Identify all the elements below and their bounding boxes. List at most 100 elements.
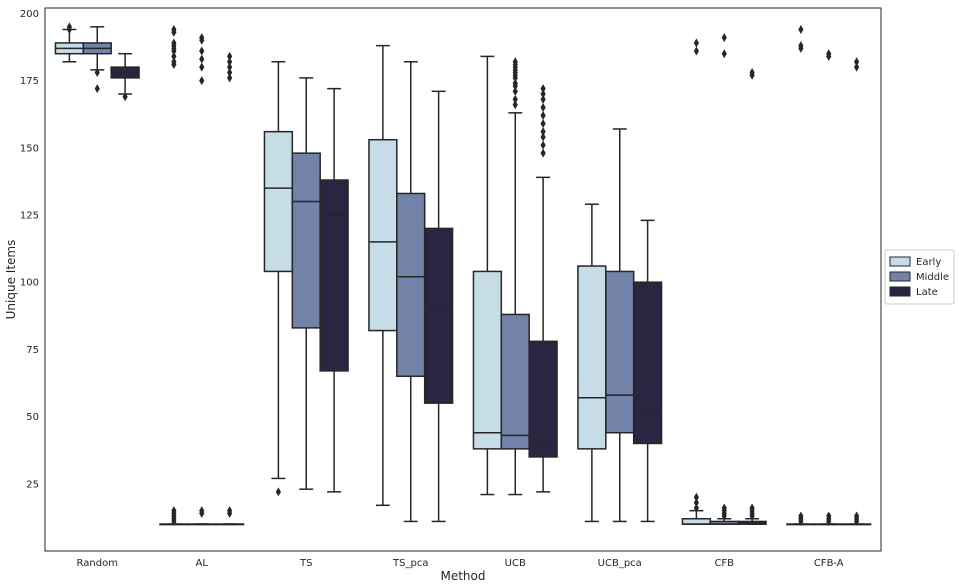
- x-tick-label: CFB: [714, 558, 734, 569]
- outlier-point: [540, 119, 546, 129]
- box-body: [605, 270, 635, 434]
- y-axis-label: Unique Items: [4, 240, 18, 320]
- box-body: [319, 179, 349, 372]
- outlier-point: [693, 503, 699, 513]
- x-tick-label: CFB-A: [814, 558, 844, 569]
- box-middle: [291, 77, 321, 490]
- outlier-point: [122, 92, 128, 102]
- outlier-point: [171, 51, 177, 61]
- box-body: [396, 192, 426, 378]
- outlier-point: [749, 68, 755, 78]
- outlier-point: [171, 506, 177, 516]
- legend-swatch-late: [889, 286, 911, 297]
- outlier-point: [512, 57, 518, 67]
- box-middle: [187, 33, 217, 526]
- outlier-point: [94, 84, 100, 94]
- outlier-point: [826, 511, 832, 521]
- x-tick-label: AL: [196, 558, 209, 569]
- x-tick-label: Random: [77, 558, 118, 569]
- y-axis: 25 50 75 100 125 150 175 200: [20, 9, 39, 490]
- y-tick-label: 125: [20, 210, 39, 221]
- outlier-point: [227, 62, 233, 72]
- y-tick-label: 75: [26, 345, 39, 356]
- y-tick-label: 100: [20, 278, 39, 289]
- outlier-point: [94, 68, 100, 78]
- box-early: [54, 22, 85, 63]
- outlier-point: [66, 22, 72, 32]
- box-early: [786, 25, 816, 526]
- y-tick-label: 25: [26, 479, 39, 490]
- box-body: [577, 265, 607, 450]
- box-late: [214, 51, 245, 526]
- outlier-point: [275, 487, 281, 497]
- category-group: [786, 25, 872, 526]
- category-group: [681, 33, 767, 525]
- outlier-point: [798, 25, 804, 35]
- box-late: [737, 68, 767, 525]
- box-body: [500, 313, 530, 450]
- outlier-point: [721, 33, 727, 43]
- y-tick-label: 50: [26, 412, 39, 423]
- box-early: [159, 25, 189, 526]
- outlier-point: [227, 68, 233, 78]
- box-late: [110, 52, 140, 102]
- outlier-point: [854, 57, 860, 67]
- box-middle: [709, 33, 739, 525]
- x-tick-label: TS_pca: [392, 558, 428, 569]
- box-middle: [605, 128, 635, 523]
- outlier-point: [749, 503, 755, 513]
- outlier-point: [540, 127, 546, 137]
- outlier-point: [227, 51, 233, 61]
- outlier-point: [199, 62, 205, 72]
- outlier-point: [798, 41, 804, 51]
- outlier-point: [540, 89, 546, 99]
- outlier-point: [798, 511, 804, 521]
- y-tick-label: 200: [20, 9, 39, 20]
- outlier-point: [171, 38, 177, 48]
- box-body: [291, 152, 321, 329]
- box-middle: [500, 57, 530, 496]
- box-late: [423, 90, 454, 523]
- outlier-point: [227, 57, 233, 67]
- outlier-point: [693, 498, 699, 508]
- box-body: [472, 270, 503, 450]
- outlier-point: [199, 76, 205, 86]
- outlier-point: [540, 111, 546, 121]
- outlier-point: [540, 148, 546, 158]
- box-body: [368, 138, 398, 332]
- outlier-point: [693, 492, 699, 502]
- outlier-point: [540, 132, 546, 142]
- outlier-point: [512, 86, 518, 96]
- category-group: [472, 55, 558, 496]
- outlier-point: [199, 33, 205, 43]
- category-group: [577, 128, 663, 523]
- box-late: [632, 219, 663, 523]
- outlier-point: [512, 94, 518, 104]
- box-early: [577, 203, 607, 523]
- legend-swatch-middle: [889, 271, 911, 282]
- legend-label-early: Early: [916, 257, 941, 268]
- outlier-point: [512, 100, 518, 110]
- outlier-point: [540, 94, 546, 104]
- outlier-point: [540, 140, 546, 150]
- y-tick-label: 150: [20, 143, 39, 154]
- box-early: [681, 38, 712, 525]
- outlier-point: [540, 102, 546, 112]
- category-group: [263, 61, 349, 497]
- outlier-point: [199, 54, 205, 64]
- outlier-point: [693, 38, 699, 48]
- x-tick-label: TS: [299, 558, 312, 569]
- outlier-point: [854, 62, 860, 72]
- box-early: [472, 55, 503, 496]
- outlier-point: [171, 25, 177, 35]
- outlier-point: [227, 73, 233, 83]
- outlier-point: [854, 511, 860, 521]
- outlier-point: [540, 84, 546, 94]
- outlier-point: [171, 57, 177, 67]
- outlier-point: [693, 46, 699, 56]
- legend-swatch-early: [889, 256, 911, 267]
- category-group: [368, 44, 454, 523]
- box-middle: [396, 61, 426, 523]
- box-early: [368, 44, 398, 507]
